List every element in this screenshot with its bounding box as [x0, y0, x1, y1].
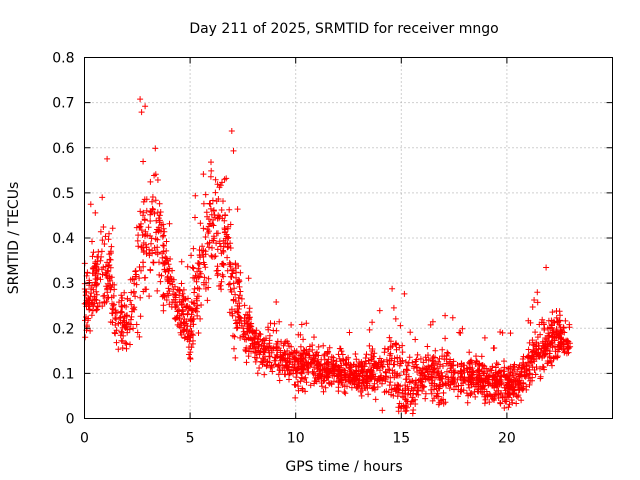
y-tick-label: 0.2	[52, 321, 74, 337]
y-tick-label: 0.8	[52, 51, 74, 67]
y-tick-label: 0.1	[52, 366, 74, 382]
x-axis-label: GPS time / hours	[285, 459, 402, 475]
y-axis-label: SRMTID / TECUs	[6, 182, 22, 295]
scatter-points	[81, 96, 574, 417]
y-tick-label: 0	[66, 412, 75, 428]
x-tick-label: 5	[186, 431, 195, 447]
x-tick-label: 15	[392, 431, 410, 447]
y-tick-label: 0.4	[52, 231, 74, 247]
y-tick-label: 0.3	[52, 276, 74, 292]
x-tick-label: 10	[287, 431, 305, 447]
data-points	[81, 96, 574, 417]
chart-title: Day 211 of 2025, SRMTID for receiver mng…	[189, 21, 498, 37]
x-tick-label: 0	[80, 431, 89, 447]
axis-ticks: 0 0.1 0.2 0.3 0.4 0.5 0.6 0.7 0.8 0 5 10 15 20	[52, 51, 613, 447]
y-tick-label: 0.6	[52, 141, 74, 157]
y-tick-label: 0.7	[52, 96, 74, 112]
y-tick-label: 0.5	[52, 186, 74, 202]
x-tick-label: 20	[498, 431, 516, 447]
